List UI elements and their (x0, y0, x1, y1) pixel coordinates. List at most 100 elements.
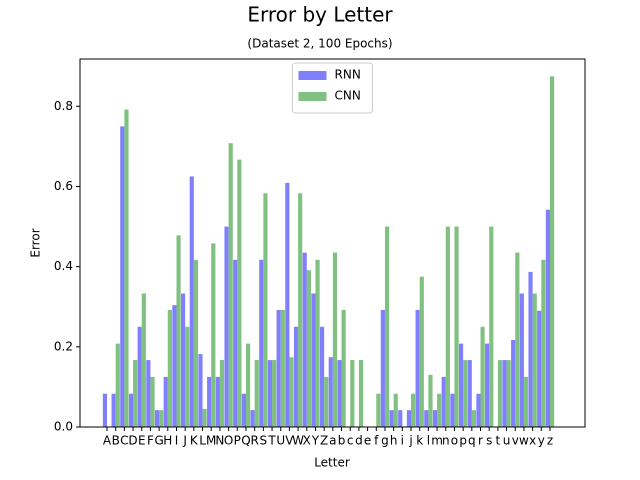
bar (233, 259, 238, 427)
plot-frame (79, 58, 586, 428)
bar (506, 360, 511, 427)
legend-swatch (298, 92, 327, 101)
bar (176, 235, 181, 427)
bar (332, 252, 338, 427)
x-tick-label: e (364, 434, 371, 448)
bar (254, 360, 259, 427)
x-tick-label: P (234, 434, 241, 448)
bar (293, 326, 299, 427)
bar (389, 410, 394, 427)
bar (463, 360, 468, 427)
bar (237, 159, 242, 427)
bar (111, 393, 116, 427)
bar (263, 193, 268, 427)
bar (511, 340, 516, 427)
bar (337, 360, 342, 427)
bar (306, 270, 311, 427)
y-axis-label: Error (29, 228, 43, 257)
legend-label: RNN (335, 68, 361, 82)
x-tick-label: f (374, 434, 379, 448)
x-tick-label: w (519, 434, 529, 448)
x-tick-label: z (547, 434, 553, 448)
bar (380, 309, 385, 427)
chart-title: Error by Letter (247, 3, 393, 27)
chart-subtitle: (Dataset 2, 100 Epochs) (247, 37, 392, 51)
x-tick-label: c (347, 434, 354, 448)
bar (202, 408, 207, 427)
bar (454, 226, 459, 427)
x-axis-label: Letter (314, 456, 350, 470)
bar (480, 326, 485, 427)
bar (445, 226, 450, 427)
bar (150, 376, 155, 427)
bar (328, 357, 333, 427)
bar (415, 309, 420, 427)
bar (523, 376, 529, 427)
bar (245, 343, 251, 427)
bar (428, 374, 433, 427)
x-tick-label: T (267, 434, 276, 448)
bar (241, 393, 246, 427)
legend-swatch (298, 71, 327, 80)
x-tick-label: J (182, 434, 187, 448)
y-tick-label: 0.4 (54, 259, 73, 273)
x-tick-label: I (175, 434, 179, 448)
bar (276, 309, 281, 427)
bar (489, 226, 494, 427)
bar (341, 309, 346, 427)
bar (250, 410, 255, 427)
bar (133, 360, 138, 427)
x-tick-label: p (459, 434, 467, 448)
x-tick-label: v (512, 434, 519, 448)
x-tick-label: a (329, 434, 336, 448)
x-tick-label: U (276, 434, 285, 448)
x-tick-label: g (381, 434, 389, 448)
bar (181, 293, 186, 427)
bar (102, 393, 107, 427)
bar (228, 143, 233, 427)
x-tick-label: u (503, 434, 511, 448)
bar (124, 109, 129, 428)
bar (259, 259, 264, 427)
bar (541, 259, 546, 427)
bar (315, 259, 320, 427)
x-tick-label: b (338, 434, 346, 448)
x-tick-label: N (215, 434, 224, 448)
x-tick-label: E (138, 434, 146, 448)
x-tick-label: n (442, 434, 450, 448)
y-tick-label: 0.0 (54, 420, 73, 434)
x-tick-label: W (292, 434, 304, 448)
bar (532, 293, 537, 427)
bar (193, 259, 199, 427)
y-tick-label: 0.8 (54, 99, 73, 113)
bar (211, 243, 216, 427)
bar (419, 276, 424, 427)
x-tick-label: C (120, 434, 128, 448)
x-tick-label: K (190, 434, 199, 448)
bar (163, 376, 168, 427)
bar (437, 393, 442, 427)
x-tick-label: S (260, 434, 268, 448)
x-tick-label: m (431, 434, 443, 448)
bar (497, 360, 503, 427)
x-tick-label: R (250, 434, 258, 448)
bar (189, 176, 194, 427)
x-tick-label: B (112, 434, 120, 448)
bar (502, 360, 507, 427)
bar (550, 76, 555, 427)
x-tick-label: l (427, 434, 430, 448)
bar (285, 182, 290, 427)
bar (471, 410, 476, 427)
bar (198, 354, 203, 427)
bar (219, 360, 225, 427)
bar (441, 376, 446, 427)
bar (384, 226, 390, 427)
bar (467, 360, 472, 427)
bar (545, 209, 550, 427)
x-tick-label: O (224, 434, 233, 448)
bar (167, 309, 172, 427)
x-tick-label: x (529, 434, 536, 448)
bar (406, 410, 412, 427)
bar (485, 343, 490, 427)
bar (358, 360, 364, 427)
